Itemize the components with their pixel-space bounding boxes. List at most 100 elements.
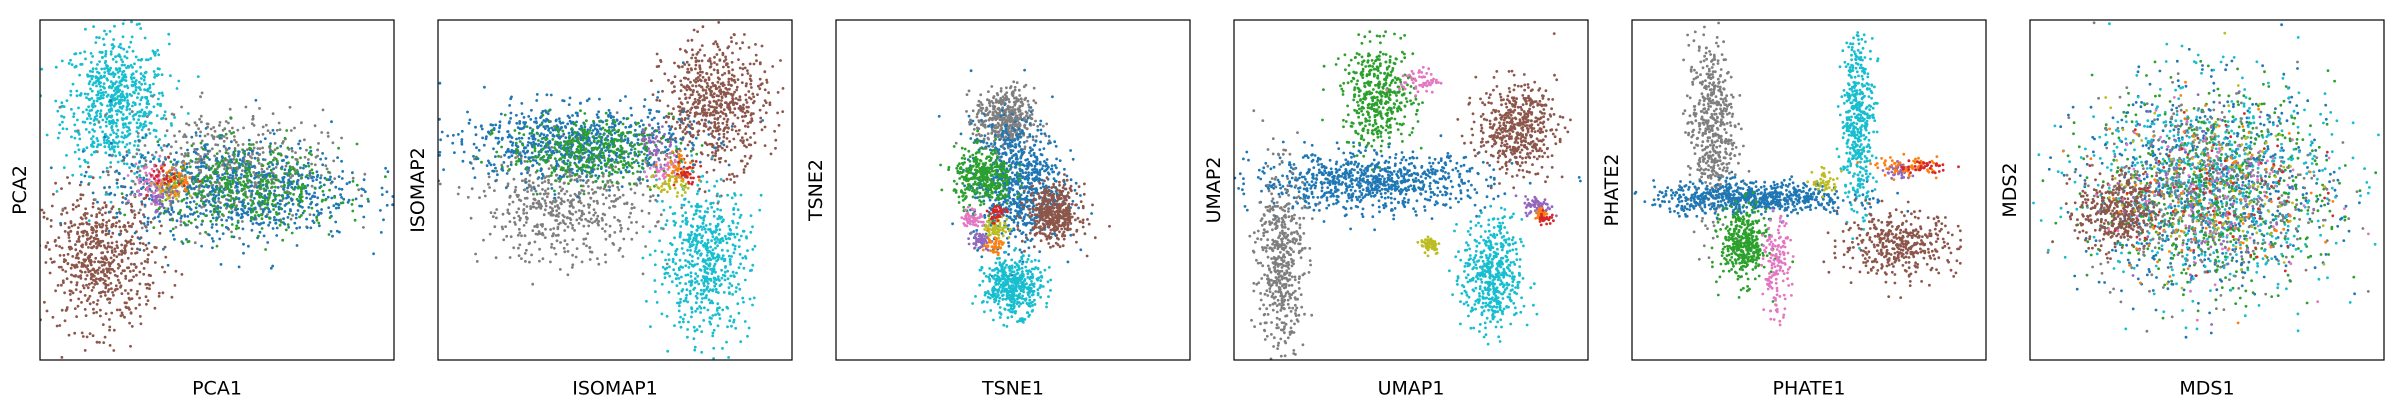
pca-point [156, 182, 159, 185]
isomap-point [702, 94, 706, 97]
pca-point [321, 163, 325, 167]
pca-point [158, 138, 162, 141]
pca-point [178, 182, 181, 186]
pca-point [161, 94, 165, 97]
isomap-point [713, 262, 717, 266]
pca-point [200, 205, 204, 209]
pca-point [95, 229, 98, 233]
pca-point [133, 172, 137, 175]
pca-point [138, 114, 142, 118]
pca-point [99, 94, 103, 98]
pca-point [87, 246, 90, 249]
pca-point [223, 167, 226, 171]
pca-point [215, 229, 219, 233]
pca-point [124, 274, 128, 278]
isomap-point [734, 290, 738, 293]
pca-point [277, 218, 281, 222]
pca-point [126, 266, 129, 270]
pca-point [169, 180, 173, 183]
pca-point [146, 115, 149, 118]
pca-point [219, 201, 222, 205]
pca-point [112, 269, 116, 273]
pca-point [123, 315, 126, 319]
pca-point [250, 156, 254, 160]
pca-point [225, 178, 229, 182]
pca-point [73, 123, 77, 127]
isomap-point [720, 256, 724, 260]
pca-point [317, 221, 321, 225]
pca-point [213, 154, 217, 158]
pca-point [168, 199, 172, 203]
pca-point [224, 120, 228, 123]
isomap-point [529, 205, 532, 208]
isomap-point [531, 181, 535, 185]
pca-point [82, 263, 86, 267]
pca-point [89, 240, 93, 244]
isomap-point [683, 313, 687, 317]
pca-point [108, 122, 111, 125]
isomap-point [556, 204, 559, 207]
isomap-point [698, 73, 702, 77]
pca-point [142, 166, 146, 170]
isomap-point [610, 199, 613, 203]
pca-point [71, 255, 75, 258]
isomap-point [702, 288, 706, 292]
pca-axes-frame [39, 19, 395, 361]
isomap-point [632, 206, 636, 210]
pca-point [203, 134, 207, 138]
isomap-point [688, 262, 692, 266]
pca-point [163, 110, 167, 114]
isomap-point [697, 59, 701, 63]
isomap-point [684, 125, 688, 129]
isomap-point [525, 196, 529, 200]
isomap-point [585, 181, 588, 185]
pca-point [215, 152, 219, 156]
pca-point [135, 273, 138, 277]
pca-point [166, 197, 169, 201]
pca-point [201, 219, 204, 223]
pca-point [97, 71, 101, 75]
pca-point [299, 156, 302, 160]
pca-point [227, 146, 231, 150]
pca-point [212, 126, 216, 129]
pca-point [112, 148, 116, 152]
pca-point [195, 147, 199, 151]
pca-point [313, 195, 317, 199]
pca-point [241, 143, 245, 146]
pca-point [70, 224, 74, 228]
pca-point [284, 191, 288, 195]
pca-point [114, 224, 118, 228]
pca-point [108, 301, 111, 305]
pca-point [84, 241, 88, 245]
pca-point [216, 204, 220, 208]
isomap-point [534, 232, 538, 236]
pca-point [123, 55, 127, 58]
isomap-point [711, 235, 715, 239]
pca-point [104, 229, 108, 233]
pca-point [123, 74, 127, 77]
pca-point [335, 229, 339, 233]
pca-point [105, 221, 109, 224]
pca-point [131, 49, 135, 53]
pca-point [190, 171, 193, 175]
isomap-point [725, 137, 729, 140]
isomap-point [776, 111, 779, 115]
isomap-point [709, 288, 712, 291]
pca-point [43, 300, 46, 304]
isomap-point [613, 231, 617, 234]
pca-point [244, 105, 248, 109]
pca-point [75, 263, 78, 267]
isomap-point [668, 274, 672, 278]
isomap-point [585, 244, 588, 248]
isomap-point [719, 92, 723, 96]
pca-point [104, 256, 108, 260]
isomap-point [701, 234, 704, 238]
pca-point [130, 247, 134, 251]
isomap-point [685, 288, 689, 292]
pca-point [90, 108, 94, 112]
pca-point [114, 121, 118, 125]
pca-point [298, 139, 302, 143]
isomap-point [716, 312, 720, 315]
pca-point [209, 167, 213, 171]
isomap-point [704, 296, 708, 300]
